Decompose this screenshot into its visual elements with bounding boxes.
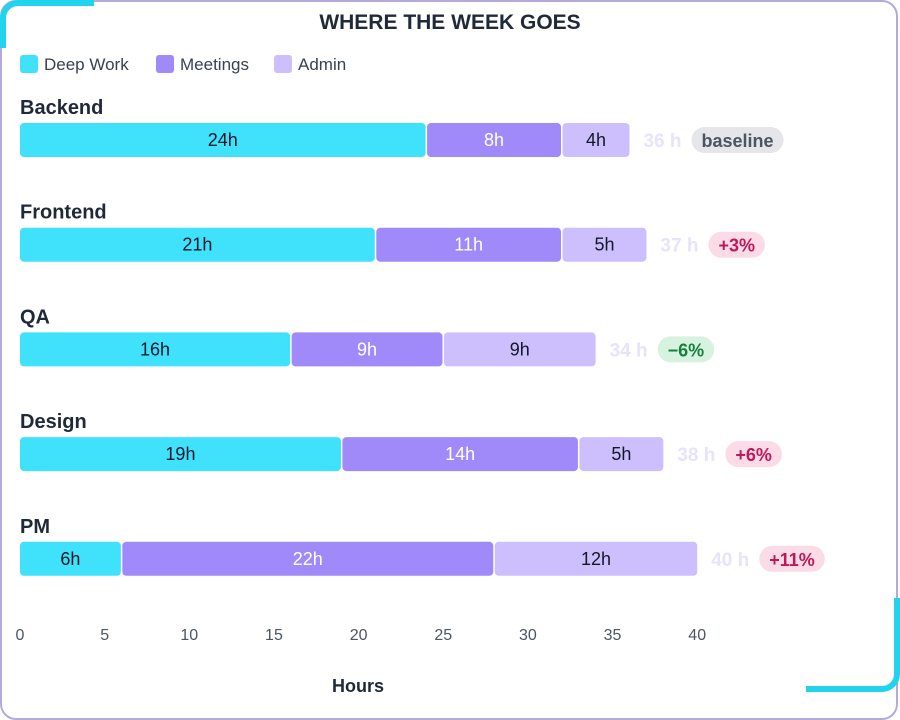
bar-rows: Backend 24h 8h 4h 36 h baseline Frontend 21h 11h… <box>20 97 825 576</box>
corner-accent-bottom-right <box>806 598 900 692</box>
x-tick-label-4: 15 <box>265 627 283 644</box>
segment-label-4-2: 14h <box>445 444 475 464</box>
segment-label-3-3: 9h <box>510 339 530 359</box>
stacked-bar-chart: WHERE THE WEEK GOES Deep Work Meetings Adm… <box>16 11 825 692</box>
change-badge-label-5: +11% <box>769 550 815 570</box>
x-tick-label-9: 40 <box>688 627 706 644</box>
change-badge-label-1: baseline <box>702 131 774 151</box>
x-tick-label-8: 35 <box>604 627 622 644</box>
bar-segment-5-3 <box>494 541 698 576</box>
x-tick-label-1: 0 <box>16 627 25 644</box>
category-label-3: QA <box>20 306 50 328</box>
segment-label-2-3: 5h <box>594 235 614 255</box>
bar-segment-5-1 <box>20 541 121 576</box>
total-label-1: 36 h <box>643 131 681 152</box>
bar-segment-2-3 <box>562 227 647 262</box>
bar-segment-2-1 <box>20 227 375 262</box>
bar-segment-3-2 <box>291 332 443 367</box>
bar-segment-1-3 <box>562 123 630 157</box>
legend: Deep Work Meetings Admin <box>20 55 346 74</box>
total-label-2: 37 h <box>660 236 698 257</box>
x-tick-label-7: 30 <box>519 627 537 644</box>
change-badge-2 <box>708 231 765 258</box>
category-label-1: Backend <box>20 97 103 119</box>
total-label-5: 40 h <box>711 550 749 571</box>
bar-segment-3-1 <box>20 332 291 367</box>
x-axis: 0 5 10 15 20 25 30 35 40 <box>16 627 707 644</box>
segment-label-3-1: 16h <box>140 339 170 359</box>
legend-swatch-3 <box>274 55 292 73</box>
legend-label-2: Meetings <box>180 55 249 74</box>
segment-label-4-3: 5h <box>611 444 631 464</box>
category-label-5: PM <box>20 516 50 538</box>
bar-segment-1-2 <box>427 123 562 157</box>
segment-label-4-1: 19h <box>165 444 195 464</box>
bar-segment-5-2 <box>122 541 494 576</box>
segment-label-1-2: 8h <box>484 130 504 150</box>
change-badge-label-4: +6% <box>735 445 772 465</box>
change-badge-5 <box>759 545 825 572</box>
legend-swatch-1 <box>20 55 38 73</box>
legend-label-3: Admin <box>298 55 346 74</box>
x-tick-label-6: 25 <box>434 627 452 644</box>
change-badge-1 <box>691 127 784 153</box>
total-label-3: 34 h <box>610 340 648 361</box>
bar-segment-4-2 <box>342 437 578 472</box>
chart-title: WHERE THE WEEK GOES <box>319 11 580 34</box>
x-tick-label-3: 10 <box>180 627 198 644</box>
legend-swatch-2 <box>156 55 174 73</box>
bar-segment-1-1 <box>20 123 426 157</box>
segment-label-5-1: 6h <box>60 549 80 569</box>
change-badge-4 <box>725 441 782 468</box>
segment-label-5-3: 12h <box>581 549 611 569</box>
segment-label-2-1: 21h <box>182 235 212 255</box>
bar-segment-4-3 <box>579 437 664 472</box>
change-badge-label-2: +3% <box>718 236 755 256</box>
x-axis-label: Hours <box>332 676 384 692</box>
x-tick-label-5: 20 <box>350 627 368 644</box>
segment-label-5-2: 22h <box>293 549 323 569</box>
segment-label-2-2: 11h <box>454 235 483 255</box>
legend-label-1: Deep Work <box>44 55 129 74</box>
category-label-4: Design <box>20 411 87 433</box>
bar-segment-2-2 <box>376 227 562 262</box>
category-label-2: Frontend <box>20 202 107 224</box>
x-tick-label-2: 5 <box>100 627 109 644</box>
corner-accent-top-left <box>0 0 94 48</box>
segment-label-3-2: 9h <box>357 339 377 359</box>
change-badge-label-3: −6% <box>668 340 705 360</box>
bar-segment-4-1 <box>20 437 341 472</box>
total-label-4: 38 h <box>677 445 715 466</box>
bar-segment-3-3 <box>444 332 596 367</box>
segment-label-1-3: 4h <box>586 130 606 150</box>
segment-label-1-1: 24h <box>208 130 238 150</box>
change-badge-3 <box>657 336 715 363</box>
